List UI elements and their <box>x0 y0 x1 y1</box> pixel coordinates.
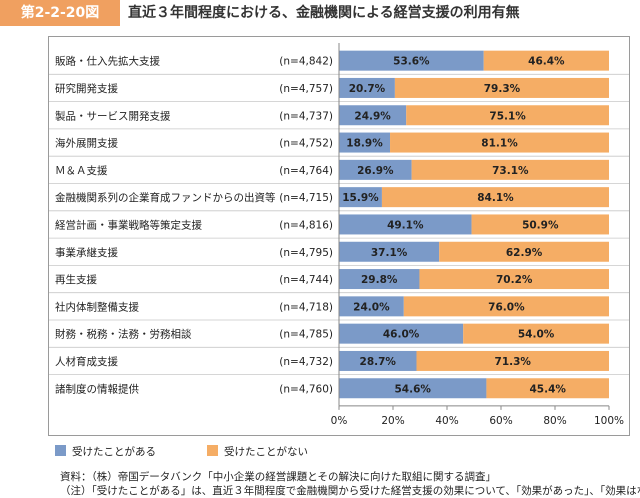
category-label: 社内体制整備支援 <box>55 300 139 313</box>
x-tick-label: 100% <box>594 415 624 427</box>
data-label-not-received: 79.3% <box>484 83 521 95</box>
data-label-received: 18.9% <box>346 138 383 150</box>
data-label-received: 46.0% <box>383 329 420 341</box>
data-label-received: 28.7% <box>360 356 397 368</box>
legend-item-received: 受けたことがある <box>55 444 156 459</box>
legend-swatch-not-received <box>207 445 218 456</box>
bar-received <box>339 241 440 262</box>
sample-size-label: (n=4,842) <box>279 56 333 68</box>
category-label: 再生支援 <box>55 273 97 286</box>
sample-size-label: (n=4,715) <box>279 192 333 204</box>
data-label-received: 54.6% <box>394 383 431 395</box>
bar-received <box>339 378 487 399</box>
bar-not-received <box>416 350 609 371</box>
data-label-not-received: 73.1% <box>492 165 529 177</box>
sample-size-label: (n=4,816) <box>279 219 333 231</box>
x-tick-label: 40% <box>435 415 458 427</box>
data-label-not-received: 71.3% <box>495 356 532 368</box>
bar-not-received <box>394 77 609 98</box>
sample-size-label: (n=4,752) <box>279 138 333 150</box>
data-label-not-received: 46.4% <box>528 56 565 68</box>
bar-received <box>339 105 407 126</box>
source-note: 資料：（株）帝国データバンク「中小企業の経営課題とその解決に向けた取組に関する調… <box>60 470 640 498</box>
data-label-received: 49.1% <box>387 219 424 231</box>
bar-not-received <box>411 159 609 180</box>
sample-size-label: (n=4,785) <box>279 329 333 341</box>
category-label: 諸制度の情報提供 <box>55 382 139 395</box>
category-label: 経営計画・事業戦略等策定支援 <box>55 218 202 231</box>
bar-received <box>339 323 464 344</box>
chart-frame: 販路・仕入先拡大支援 (n=4,842) 53.6% 46.4% 研究開発支援 (n=4,… <box>48 36 630 436</box>
data-label-received: 24.9% <box>354 110 391 122</box>
bar-received <box>339 269 420 290</box>
bar-not-received <box>486 378 609 399</box>
category-label: 金融機関系列の企業育成ファンドからの出資等 <box>55 191 276 204</box>
bar-not-received <box>471 214 609 235</box>
data-label-not-received: 62.9% <box>506 247 543 259</box>
bar-received <box>339 214 472 235</box>
data-label-not-received: 70.2% <box>496 274 533 286</box>
bar-received <box>339 159 412 180</box>
chart-title: 直近３年間程度における、金融機関による経営支援の利用有無 <box>128 5 520 21</box>
sample-size-label: (n=4,732) <box>279 356 333 368</box>
category-label: 海外展開支援 <box>55 137 118 150</box>
sample-size-label: (n=4,795) <box>279 247 333 259</box>
category-label: 財務・税務・法務・労務相談 <box>55 328 192 341</box>
sample-size-label: (n=4,764) <box>279 165 333 177</box>
figure-header: 第2-2-20図 直近３年間程度における、金融機関による経営支援の利用有無 <box>0 0 640 26</box>
bar-not-received <box>439 241 609 262</box>
bar-not-received <box>390 132 609 153</box>
sample-size-label: (n=4,744) <box>279 274 333 286</box>
x-tick-label: 0% <box>331 415 348 427</box>
data-label-received: 37.1% <box>371 247 408 259</box>
bar-received <box>339 296 404 317</box>
figure-number: 第2-2-20図 <box>0 0 120 26</box>
bar-not-received <box>419 269 609 290</box>
category-label: 販路・仕入先拡大支援 <box>55 55 160 68</box>
x-tick-label: 80% <box>543 415 566 427</box>
data-label-not-received: 75.1% <box>489 110 526 122</box>
bar-not-received <box>406 105 609 126</box>
data-label-received: 53.6% <box>393 56 430 68</box>
bar-not-received <box>483 50 609 71</box>
note-line: （注）「受けたことがある」は、直近３年間程度で金融機関から受けた経営支援の効果に… <box>60 485 640 497</box>
stacked-bar-chart: 販路・仕入先拡大支援 (n=4,842) 53.6% 46.4% 研究開発支援 (n=4,… <box>49 43 629 427</box>
bar-not-received <box>463 323 609 344</box>
legend-label-not-received: 受けたことがない <box>224 446 308 458</box>
bar-received <box>339 50 484 71</box>
source-line: 資料：（株）帝国データバンク「中小企業の経営課題とその解決に向けた取組に関する調… <box>60 471 496 483</box>
data-label-not-received: 76.0% <box>488 301 525 313</box>
data-label-not-received: 45.4% <box>529 383 566 395</box>
category-label: Ｍ＆Ａ支援 <box>55 164 108 177</box>
data-label-not-received: 50.9% <box>522 219 559 231</box>
bar-received <box>339 350 417 371</box>
bar-not-received <box>381 187 609 208</box>
data-label-received: 20.7% <box>349 83 386 95</box>
data-label-received: 15.9% <box>342 192 379 204</box>
bar-received <box>339 187 382 208</box>
x-tick-label: 20% <box>381 415 404 427</box>
sample-size-label: (n=4,757) <box>279 83 333 95</box>
sample-size-label: (n=4,737) <box>279 110 333 122</box>
sample-size-label: (n=4,718) <box>279 301 333 313</box>
legend-item-not-received: 受けたことがない <box>207 444 308 459</box>
legend-swatch-received <box>55 445 66 456</box>
data-label-received: 24.0% <box>353 301 390 313</box>
data-label-received: 26.9% <box>357 165 394 177</box>
data-label-not-received: 54.0% <box>518 329 555 341</box>
bar-not-received <box>403 296 609 317</box>
data-label-not-received: 84.1% <box>477 192 514 204</box>
x-tick-label: 60% <box>489 415 512 427</box>
data-label-received: 29.8% <box>361 274 398 286</box>
bar-received <box>339 77 395 98</box>
category-label: 製品・サービス開発支援 <box>55 109 171 122</box>
sample-size-label: (n=4,760) <box>279 383 333 395</box>
category-label: 事業承継支援 <box>55 246 118 259</box>
category-label: 研究開発支援 <box>55 82 118 95</box>
data-label-not-received: 81.1% <box>481 138 518 150</box>
bar-received <box>339 132 391 153</box>
legend-label-received: 受けたことがある <box>72 446 156 458</box>
category-label: 人材育成支援 <box>55 355 118 368</box>
